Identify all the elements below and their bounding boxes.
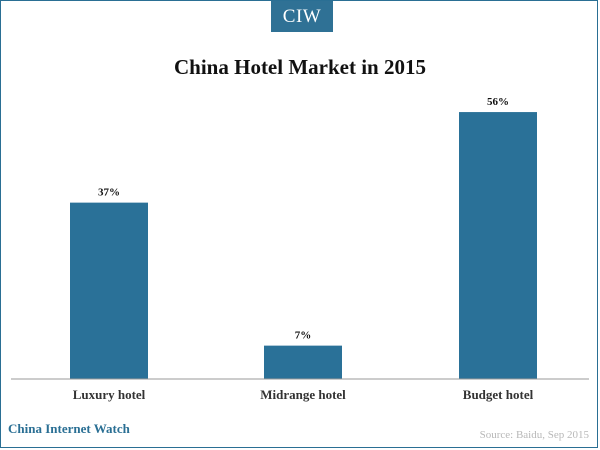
brand-logo-tab: CIW [271, 1, 333, 32]
source-note: Source: Baidu, Sep 2015 [479, 429, 589, 441]
category-label-2: Budget hotel [463, 387, 534, 402]
data-label-2: 56% [487, 96, 509, 108]
data-label-1: 7% [295, 330, 312, 342]
bar-2 [459, 112, 537, 380]
chart-title: China Hotel Market in 2015 [174, 55, 426, 79]
bar-1 [264, 345, 342, 379]
bar-0 [70, 202, 148, 379]
footer-brand-name: China Internet Watch [8, 421, 130, 436]
data-label-0: 37% [98, 187, 120, 199]
category-label-1: Midrange hotel [260, 387, 346, 402]
category-label-0: Luxury hotel [73, 387, 146, 402]
